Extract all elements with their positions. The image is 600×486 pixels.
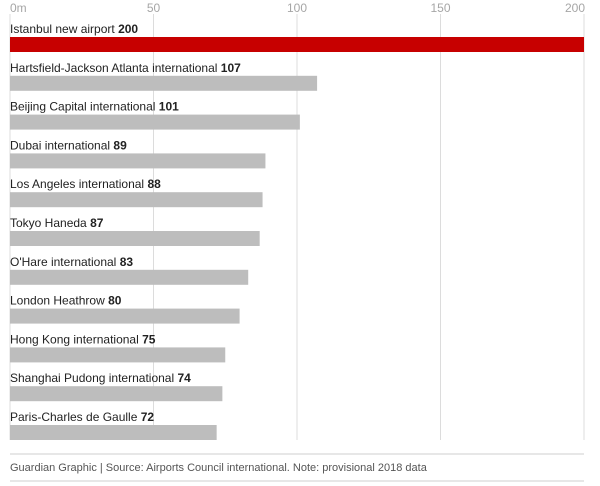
bar-label-8: Hong Kong international 75 [10,332,156,346]
tick-label-0: 0m [10,1,27,15]
bar-category-label: London Heathrow [10,294,108,308]
bar-category-label: Beijing Capital international [10,100,159,114]
bar-category-label: Hartsfield-Jackson Atlanta international [10,61,221,75]
bar-3 [10,153,266,169]
bar-label-1: Hartsfield-Jackson Atlanta international… [10,61,241,75]
bar-value-label: 89 [113,138,127,152]
bar-6 [10,269,249,285]
bar-9 [10,386,223,402]
bar-label-2: Beijing Capital international 101 [10,100,179,114]
bar-1 [10,75,318,91]
bar-value-label: 87 [90,216,104,230]
bar-value-label: 74 [177,371,191,385]
bar-value-label: 80 [108,294,122,308]
tick-label-200: 200 [565,1,585,15]
bar-4 [10,192,263,208]
tick-label-150: 150 [430,1,450,15]
bar-value-label: 83 [120,255,134,269]
bar-labels: Istanbul new airport 200 Hartsfield-Jacks… [10,22,241,424]
bar-label-9: Shanghai Pudong international 74 [10,371,191,385]
bar-category-label: Los Angeles international [10,177,147,191]
bar-label-5: Tokyo Haneda 87 [10,216,104,230]
bar-category-label: O'Hare international [10,255,120,269]
bar-0 [10,37,584,52]
bar-label-3: Dubai international 89 [10,138,127,152]
bar-value-label: 88 [147,177,161,191]
bar-category-label: Istanbul new airport [10,22,118,36]
bar-label-10: Paris-Charles de Gaulle 72 [10,410,154,424]
bar-label-7: London Heathrow 80 [10,294,122,308]
bar-label-0: Istanbul new airport 200 [10,22,138,36]
bar-label-6: O'Hare international 83 [10,255,133,269]
bar-5 [10,231,260,246]
tick-label-50: 50 [147,1,161,15]
x-axis-ticks: 0m 50 100 150 200 [10,1,585,15]
bar-category-label: Shanghai Pudong international [10,371,177,385]
bar-8 [10,347,226,363]
bar-category-label: Paris-Charles de Gaulle [10,410,141,424]
bars [10,37,584,440]
tick-label-100: 100 [287,1,307,15]
bar-value-label: 200 [118,22,138,36]
source-footnote: Guardian Graphic | Source: Airports Coun… [10,462,428,474]
bar-10 [10,425,217,440]
bar-value-label: 107 [221,61,241,75]
bar-value-label: 75 [142,332,156,346]
bar-value-label: 101 [159,100,179,114]
bar-category-label: Hong Kong international [10,332,142,346]
bar-2 [10,114,300,130]
bar-category-label: Tokyo Haneda [10,216,90,230]
bar-value-label: 72 [141,410,155,424]
bar-7 [10,308,240,324]
bar-label-4: Los Angeles international 88 [10,177,161,191]
bar-category-label: Dubai international [10,138,113,152]
